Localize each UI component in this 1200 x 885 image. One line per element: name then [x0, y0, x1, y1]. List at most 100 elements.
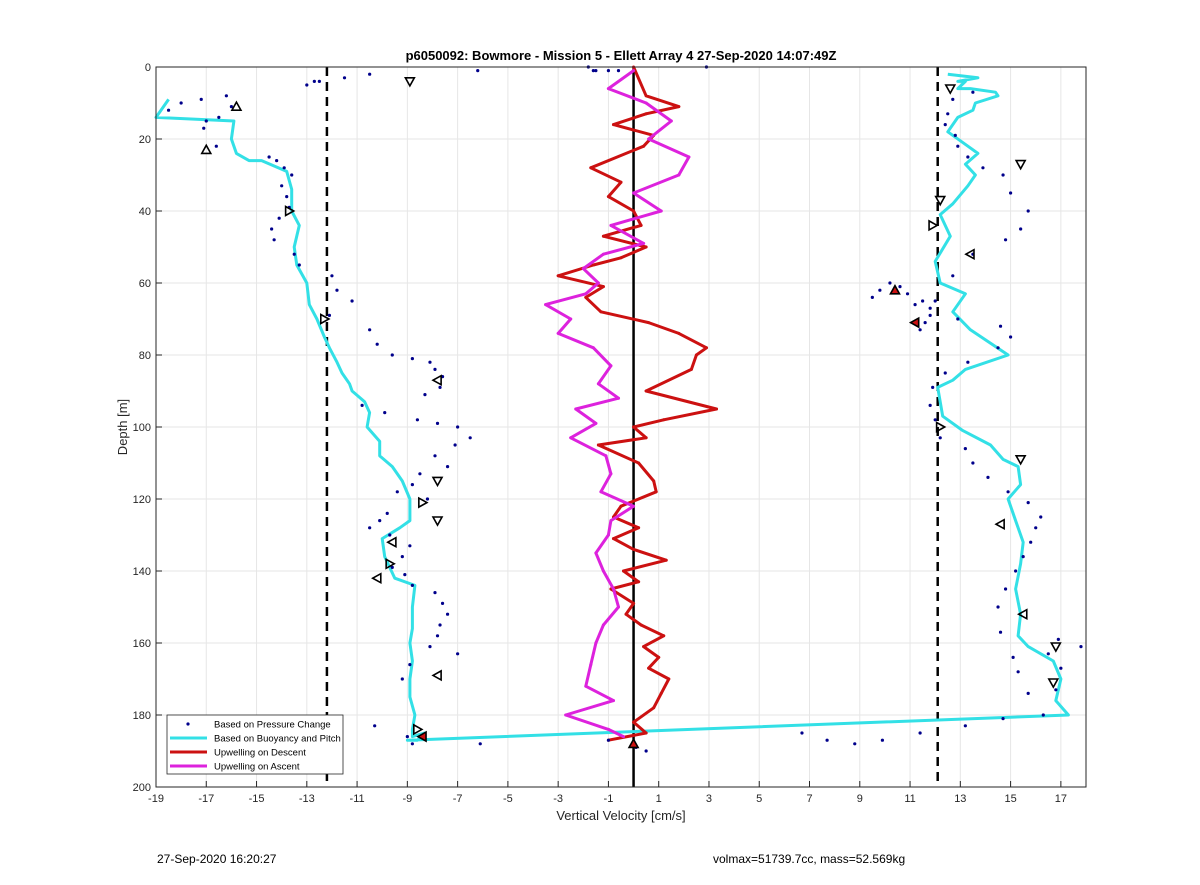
legend-label: Based on Buoyancy and Pitch [214, 734, 341, 745]
pressure-change-point [986, 475, 990, 479]
pressure-change-point [1034, 526, 1038, 530]
pressure-change-point [428, 645, 432, 649]
event-marker [431, 476, 444, 488]
event-marker [404, 77, 416, 88]
upwelling-point [609, 519, 613, 523]
upwelling-point [556, 331, 560, 335]
upwelling-point [599, 310, 603, 314]
pressure-change-point [438, 623, 442, 627]
pressure-change-point [410, 483, 414, 487]
upwelling-point [594, 641, 598, 645]
pressure-change-point [410, 357, 414, 361]
plot-area [154, 65, 1083, 753]
upwelling-point [584, 684, 588, 688]
pressure-change-point [385, 511, 389, 515]
pressure-change-point [433, 454, 437, 458]
event-marker [431, 669, 442, 682]
pressure-change-point [953, 133, 957, 137]
upwelling-point [544, 303, 548, 307]
pressure-change-point [616, 69, 621, 73]
x-tick-label: -19 [148, 793, 164, 805]
event-marker [418, 496, 429, 509]
pressure-change-point [913, 303, 917, 307]
y-tick-label: 160 [133, 638, 151, 650]
y-tick-label: 120 [133, 494, 151, 506]
upwelling-point [632, 209, 636, 213]
pressure-change-point [1029, 540, 1033, 544]
pressure-change-point [996, 605, 1000, 609]
pressure-change-point [410, 583, 414, 588]
x-tick-label: 3 [706, 793, 712, 805]
event-marker [431, 374, 442, 387]
pressure-change-point [606, 69, 611, 73]
upwelling-ascent-line [544, 69, 691, 738]
x-tick-label: 7 [806, 793, 812, 805]
upwelling-point [659, 209, 663, 213]
y-tick-label: 20 [139, 134, 151, 146]
pressure-change-point [400, 677, 404, 681]
upwelling-point [624, 612, 628, 616]
upwelling-point [589, 663, 593, 667]
y-axis-label: Depth [m] [115, 399, 130, 455]
event-marker [627, 737, 640, 749]
upwelling-point [594, 421, 598, 425]
pressure-change-point [971, 90, 975, 94]
footer-volmax-mass: volmax=51739.7cc, mass=52.569kg [713, 852, 906, 866]
event-marker [200, 143, 213, 155]
pressure-change-point [1039, 515, 1043, 519]
event-marker [386, 536, 397, 549]
upwelling-point [677, 105, 681, 109]
pressure-change-point [1006, 490, 1010, 494]
upwelling-point [644, 436, 648, 440]
chart-title: p6050092: Bowmore - Mission 5 - Ellett A… [406, 48, 837, 63]
legend-label: Upwelling on Ascent [214, 762, 300, 773]
upwelling-point [609, 223, 613, 227]
pressure-change-point [390, 565, 394, 570]
pressure-change-point [878, 288, 882, 292]
upwelling-point [611, 123, 615, 127]
pressure-change-point [327, 313, 332, 317]
pressure-change-point [290, 173, 294, 177]
event-marker [889, 284, 901, 295]
upwelling-point [622, 569, 626, 573]
pressure-change-point [951, 274, 955, 278]
pressure-change-point [390, 353, 394, 357]
pressure-change-point [1001, 173, 1005, 177]
footer-timestamp: 27-Sep-2020 16:20:27 [157, 852, 277, 866]
pressure-change-point [933, 418, 937, 422]
x-tick-label: 11 [904, 793, 915, 805]
upwelling-point [574, 407, 578, 411]
pressure-change-point [435, 421, 440, 425]
upwelling-point [569, 317, 573, 321]
pressure-change-point [1003, 238, 1008, 242]
pressure-change-point [1021, 555, 1025, 559]
event-marker [994, 518, 1005, 531]
x-tick-label: -5 [503, 793, 513, 805]
upwelling-point [644, 101, 648, 105]
upwelling-point [601, 285, 605, 289]
upwelling-point [715, 407, 719, 411]
pressure-change-point [368, 526, 372, 530]
pressure-change-point [395, 490, 399, 494]
x-tick-label: -1 [604, 793, 614, 805]
pressure-change-point [478, 742, 482, 746]
upwelling-point [632, 425, 636, 429]
buoyancy-pitch-line [154, 72, 1070, 742]
event-marker [1049, 642, 1062, 653]
upwelling-point [564, 713, 568, 717]
x-tick-label: 5 [756, 793, 762, 805]
upwelling-point [659, 691, 663, 695]
upwelling-point [644, 731, 648, 735]
upwelling-point [662, 634, 666, 638]
pressure-change-point [408, 663, 412, 667]
upwelling-point [596, 443, 600, 447]
upwelling-point [667, 677, 671, 681]
legend-box [166, 714, 344, 775]
pressure-change-point [963, 447, 967, 451]
legend-label: Upwelling on Descent [214, 748, 306, 759]
upwelling-point [616, 605, 620, 609]
pressure-change-point [1014, 569, 1018, 573]
event-marker [413, 723, 424, 736]
upwelling-point [622, 735, 626, 739]
upwelling-point [619, 504, 623, 508]
